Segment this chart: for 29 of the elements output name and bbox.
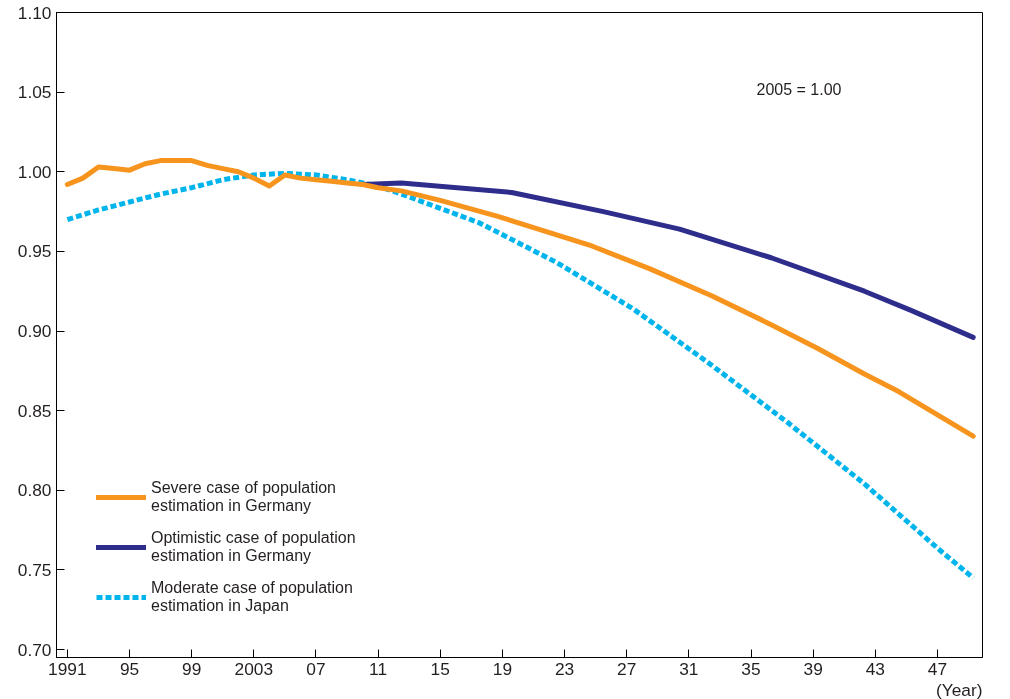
y-tick-label: 0.80 xyxy=(17,480,52,501)
y-tick-label: 0.85 xyxy=(17,400,52,421)
y-tick-label: 1.05 xyxy=(17,82,52,103)
x-axis-title: (Year) xyxy=(935,679,983,699)
x-tick-label: 43 xyxy=(865,658,885,679)
y-tick-label: 0.90 xyxy=(17,321,52,342)
y-tick-label: 0.95 xyxy=(17,241,52,262)
x-tick-label: 11 xyxy=(369,658,388,679)
x-tick-label: 1991 xyxy=(48,658,87,679)
x-tick-label: 19 xyxy=(492,658,513,679)
x-tick-label: 39 xyxy=(803,658,823,679)
x-tick-label: 07 xyxy=(306,658,326,679)
x-tick-label: 2003 xyxy=(234,658,274,679)
x-tick-label: 35 xyxy=(741,658,761,679)
y-tick-label: 0.70 xyxy=(17,639,52,660)
x-tick-label: 95 xyxy=(119,658,140,679)
x-tick-label: 23 xyxy=(554,658,575,679)
x-tick-label: 27 xyxy=(617,658,637,679)
y-tick-label: 0.75 xyxy=(17,559,52,580)
legend-label: Severe case of population estimation in Germany xyxy=(151,478,337,516)
annotation: 2005 = 1.00 xyxy=(756,80,842,98)
x-tick-label: 31 xyxy=(679,658,699,679)
x-tick-label: 47 xyxy=(927,658,948,679)
legend-label: Optimistic case of population estimation in Germany xyxy=(151,528,356,566)
y-tick-label: 1.10 xyxy=(17,2,52,23)
x-tick-label: 99 xyxy=(182,658,202,679)
x-tick-label: 15 xyxy=(430,658,450,679)
legend-label: Moderate case of population estimation in Japan xyxy=(151,578,353,616)
y-tick-label: 1.00 xyxy=(17,161,52,182)
